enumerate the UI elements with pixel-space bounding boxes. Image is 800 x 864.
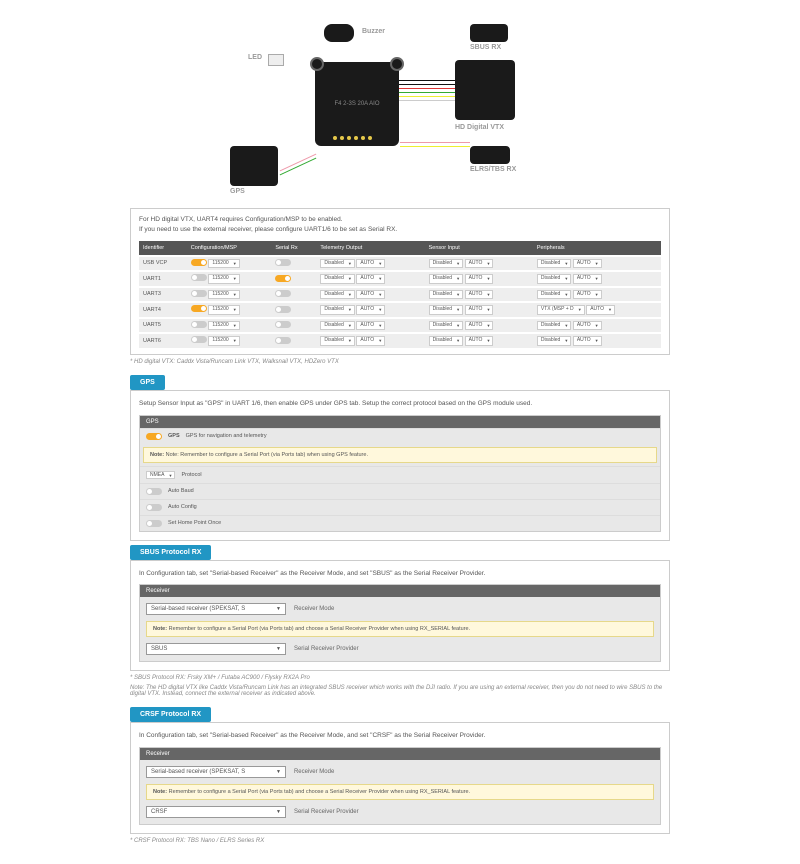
sbus-head: Receiver <box>140 585 660 597</box>
gps-section: Setup Sensor Input as "GPS" in UART 1/6,… <box>130 390 670 541</box>
crsf-tab: CRSF Protocol RX <box>130 707 211 722</box>
crsf-section: In Configuration tab, set "Serial-based … <box>130 722 670 834</box>
crsf-provider-select[interactable]: CRSF <box>146 806 286 818</box>
port-row: UART1 115200Disabled AUTODisabled AUTODi… <box>139 271 661 287</box>
gps-note: Note: Note: Remember to configure a Seri… <box>143 447 657 463</box>
msp-toggle[interactable] <box>191 336 207 343</box>
vtx-chip <box>455 60 515 120</box>
inst-line1: For HD digital VTX, UART4 requires Confi… <box>139 215 661 225</box>
port-row: UART4 115200Disabled AUTODisabled AUTOVT… <box>139 302 661 318</box>
sbus-chip <box>470 24 508 42</box>
port-row: UART3 115200Disabled AUTODisabled AUTODi… <box>139 287 661 303</box>
buzzer-chip <box>324 24 354 42</box>
msp-toggle[interactable] <box>191 305 207 312</box>
gps-protocol-select[interactable]: NMEA <box>146 471 175 479</box>
port-row: UART6 115200Disabled AUTODisabled AUTODi… <box>139 333 661 348</box>
gps-label: GPS <box>230 188 245 195</box>
crsf-note: * CRSF Protocol RX: TBS Nano / ELRS Seri… <box>130 838 670 844</box>
buzzer-label: Buzzer <box>362 28 385 35</box>
msp-toggle[interactable] <box>191 259 207 266</box>
sbus-section: In Configuration tab, set "Serial-based … <box>130 560 670 672</box>
crsf-text: In Configuration tab, set "Serial-based … <box>139 731 661 741</box>
sbus-label: SBUS RX <box>470 44 501 51</box>
wiring-diagram: Buzzer SBUS RX LED F4 2-3S 20A AIO HD Di… <box>130 10 670 200</box>
sbus-provider-select[interactable]: SBUS <box>146 643 286 655</box>
sbus-note2: Note: The HD digital VTX like Caddx Vist… <box>130 685 670 697</box>
sbus-note1: * SBUS Protocol RX: Frsky XM+ / Futaba A… <box>130 675 670 681</box>
srx-toggle[interactable] <box>275 306 291 313</box>
sbus-tab: SBUS Protocol RX <box>130 545 211 560</box>
gps-toggle[interactable] <box>146 433 162 440</box>
vtx-label: HD Digital VTX <box>455 124 504 131</box>
srx-toggle[interactable] <box>275 337 291 344</box>
crsf-head: Receiver <box>140 748 660 760</box>
sethome-toggle[interactable] <box>146 520 162 527</box>
inst-line2: If you need to use the external receiver… <box>139 225 661 235</box>
ports-table: IdentifierConfiguration/MSPSerial RxTele… <box>139 241 661 348</box>
sbus-text: In Configuration tab, set "Serial-based … <box>139 569 661 579</box>
crsf-mode-select[interactable]: Serial-based receiver (SPEKSAT, S <box>146 766 286 778</box>
led-chip <box>268 54 284 66</box>
gps-text: Setup Sensor Input as "GPS" in UART 1/6,… <box>139 399 661 409</box>
vtx-note: * HD digital VTX: Caddx Vista/Runcam Lin… <box>130 359 670 365</box>
srx-toggle[interactable] <box>275 259 291 266</box>
elrs-chip <box>470 146 510 164</box>
msp-toggle[interactable] <box>191 290 207 297</box>
srx-toggle[interactable] <box>275 275 291 282</box>
msp-toggle[interactable] <box>191 274 207 281</box>
uart-instructions: For HD digital VTX, UART4 requires Confi… <box>130 208 670 355</box>
sbus-mode-select[interactable]: Serial-based receiver (SPEKSAT, S <box>146 603 286 615</box>
led-label: LED <box>248 54 262 61</box>
gps-chip <box>230 146 278 186</box>
srx-toggle[interactable] <box>275 290 291 297</box>
port-row: USB VCP 115200Disabled AUTODisabled AUTO… <box>139 256 661 272</box>
port-row: UART5 115200Disabled AUTODisabled AUTODi… <box>139 318 661 334</box>
gps-tab: GPS <box>130 375 165 390</box>
msp-toggle[interactable] <box>191 321 207 328</box>
autoconfig-toggle[interactable] <box>146 504 162 511</box>
gps-panel-head: GPS <box>140 416 660 428</box>
fc-chip: F4 2-3S 20A AIO <box>315 62 399 146</box>
autobaud-toggle[interactable] <box>146 488 162 495</box>
srx-toggle[interactable] <box>275 321 291 328</box>
elrs-label: ELRS/TBS RX <box>470 166 516 173</box>
